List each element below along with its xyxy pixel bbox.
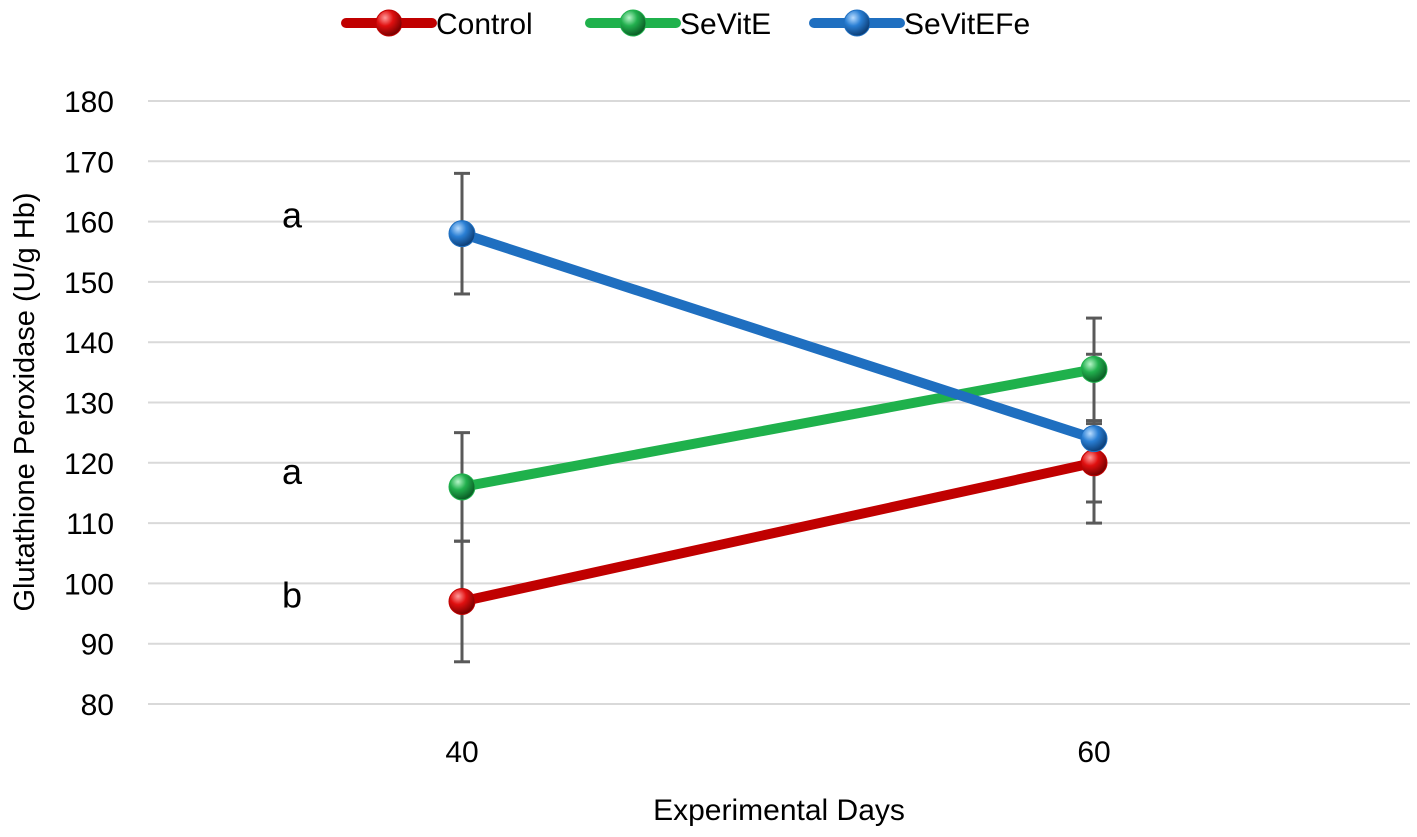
legend-label: SeVitEFe <box>904 8 1030 41</box>
x-axis-label: Experimental Days <box>653 794 905 827</box>
y-tick-label: 120 <box>64 448 114 481</box>
data-point-sevite <box>448 473 476 501</box>
significance-letter: b <box>282 574 302 615</box>
legend-marker <box>375 9 403 37</box>
legend-label: Control <box>436 8 533 41</box>
legend-marker <box>619 9 647 37</box>
legend-label: SeVitE <box>680 8 771 41</box>
y-tick-label: 110 <box>66 508 114 541</box>
y-axis-label: Glutathione Peroxidase (U/g Hb) <box>9 192 41 611</box>
series-lines <box>457 228 1099 607</box>
gridlines <box>148 100 1410 705</box>
y-tick-label: 140 <box>64 327 114 360</box>
legend-item-sevite: SeVitE <box>585 8 771 41</box>
data-point-sevite <box>1080 355 1108 383</box>
data-point-control <box>448 587 476 615</box>
significance-letter: a <box>282 451 303 492</box>
legend-marker <box>843 9 871 37</box>
y-tick-label: 170 <box>64 146 114 179</box>
x-axis-ticks: 40 60 <box>445 736 1110 769</box>
data-series <box>448 171 1108 664</box>
y-tick-label: 160 <box>64 207 114 240</box>
legend: Control SeVitE SeVitEFe <box>341 8 1030 41</box>
y-tick-label: 90 <box>81 629 114 662</box>
x-tick-label: 40 <box>445 736 478 769</box>
data-point-sevitefe <box>1080 425 1108 453</box>
data-point-control <box>1080 449 1108 477</box>
series-line-sevitefe <box>457 228 1099 444</box>
legend-item-sevitefe: SeVitEFe <box>809 8 1030 41</box>
x-tick-label: 60 <box>1077 736 1110 769</box>
y-tick-label: 150 <box>64 267 114 300</box>
data-point-sevitefe <box>448 220 476 248</box>
series-line-sevite <box>457 364 1099 492</box>
y-tick-label: 130 <box>64 388 114 421</box>
y-axis-ticks: 80 90 100 110 120 130 140 150 160 170 180 <box>64 86 114 722</box>
y-tick-label: 180 <box>64 86 114 119</box>
series-line-control <box>457 457 1099 607</box>
y-tick-label: 100 <box>64 568 114 601</box>
legend-item-control: Control <box>341 8 533 41</box>
series-markers <box>448 220 1108 615</box>
error-bars <box>454 171 1102 664</box>
significance-annotations: a a b <box>282 195 303 616</box>
y-tick-label: 80 <box>81 689 114 722</box>
significance-letter: a <box>282 195 303 236</box>
